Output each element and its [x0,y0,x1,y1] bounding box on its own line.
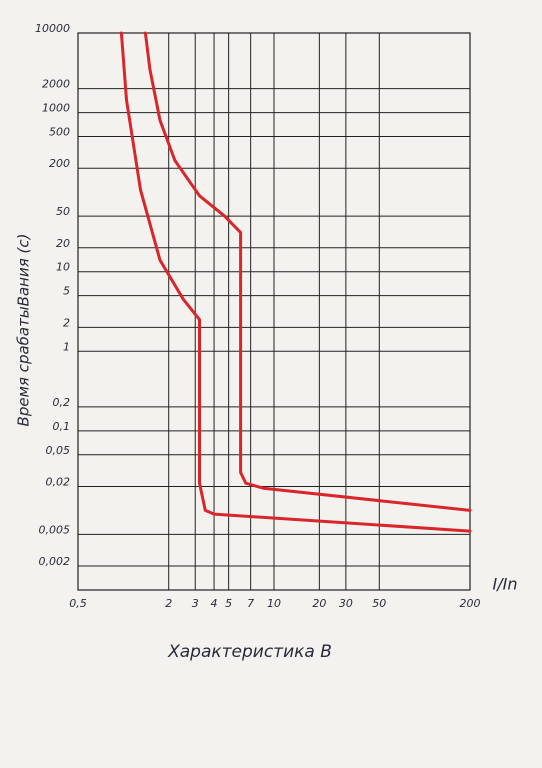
x-tick-label: 7 [247,597,254,610]
x-axis-label: I/In [493,575,518,594]
y-tick-label: 2000 [42,78,70,91]
y-tick-label: 0,1 [53,420,71,433]
y-tick-label: 0,05 [46,444,71,457]
y-tick-label: 1 [63,340,70,353]
curve [143,31,472,512]
y-tick-label: 10000 [35,22,70,35]
y-axis-label: Время срабатыВания (с) [15,234,33,427]
y-tick-label: 200 [49,157,70,170]
y-tick-label: 0,002 [39,555,71,568]
y-tick-label: 0,2 [53,396,71,409]
x-tick-label: 50 [372,597,386,610]
y-tick-label: 0,005 [39,523,71,536]
x-tick-label: 20 [312,597,326,610]
x-tick-label: 30 [339,597,353,610]
x-tick-label: 10 [267,597,281,610]
chart-title: Характеристика B [167,642,332,662]
plot-frame [77,32,471,591]
x-tick-label: 0,5 [69,597,87,610]
y-tick-label: 500 [49,126,70,139]
x-tick-label: 4 [211,597,218,610]
y-tick-label: 0,02 [46,475,71,488]
y-tick-label: 1000 [42,102,70,115]
x-tick-label: 200 [460,597,481,610]
x-tick-label: 3 [192,597,199,610]
curve [119,31,472,533]
y-tick-label: 10 [56,261,70,274]
y-tick-label: 2 [63,316,70,329]
x-tick-label: 5 [225,597,232,610]
x-tick-label: 2 [165,597,172,610]
y-tick-label: 5 [63,285,70,298]
y-tick-label: 50 [56,205,70,218]
y-tick-label: 20 [56,237,70,250]
